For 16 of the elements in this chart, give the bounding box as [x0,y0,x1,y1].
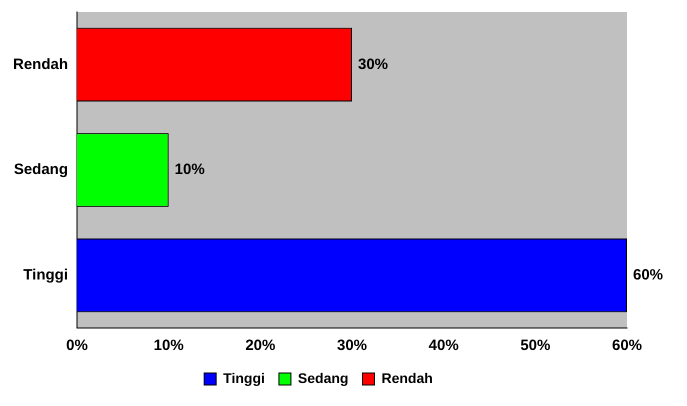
x-tick-label: 0% [66,337,88,354]
x-tick-label: 50% [520,337,550,354]
legend-label: Tinggi [223,370,265,386]
x-tick-label: 30% [336,337,368,354]
legend-label: Rendah [381,370,433,386]
data-label: 60% [633,266,664,284]
x-tick-label: 40% [428,337,459,354]
legend-label: Sedang [298,370,348,386]
x-tick-label: 10% [154,337,184,354]
x-tick-label: 60% [612,337,642,354]
y-tick-label: Tinggi [23,266,68,284]
data-label: 10% [174,161,205,178]
y-tick-label: Sedang [14,161,68,178]
y-tick-label: Rendah [12,56,68,73]
x-tick-label: 20% [245,337,276,354]
data-label: 30% [358,56,388,73]
